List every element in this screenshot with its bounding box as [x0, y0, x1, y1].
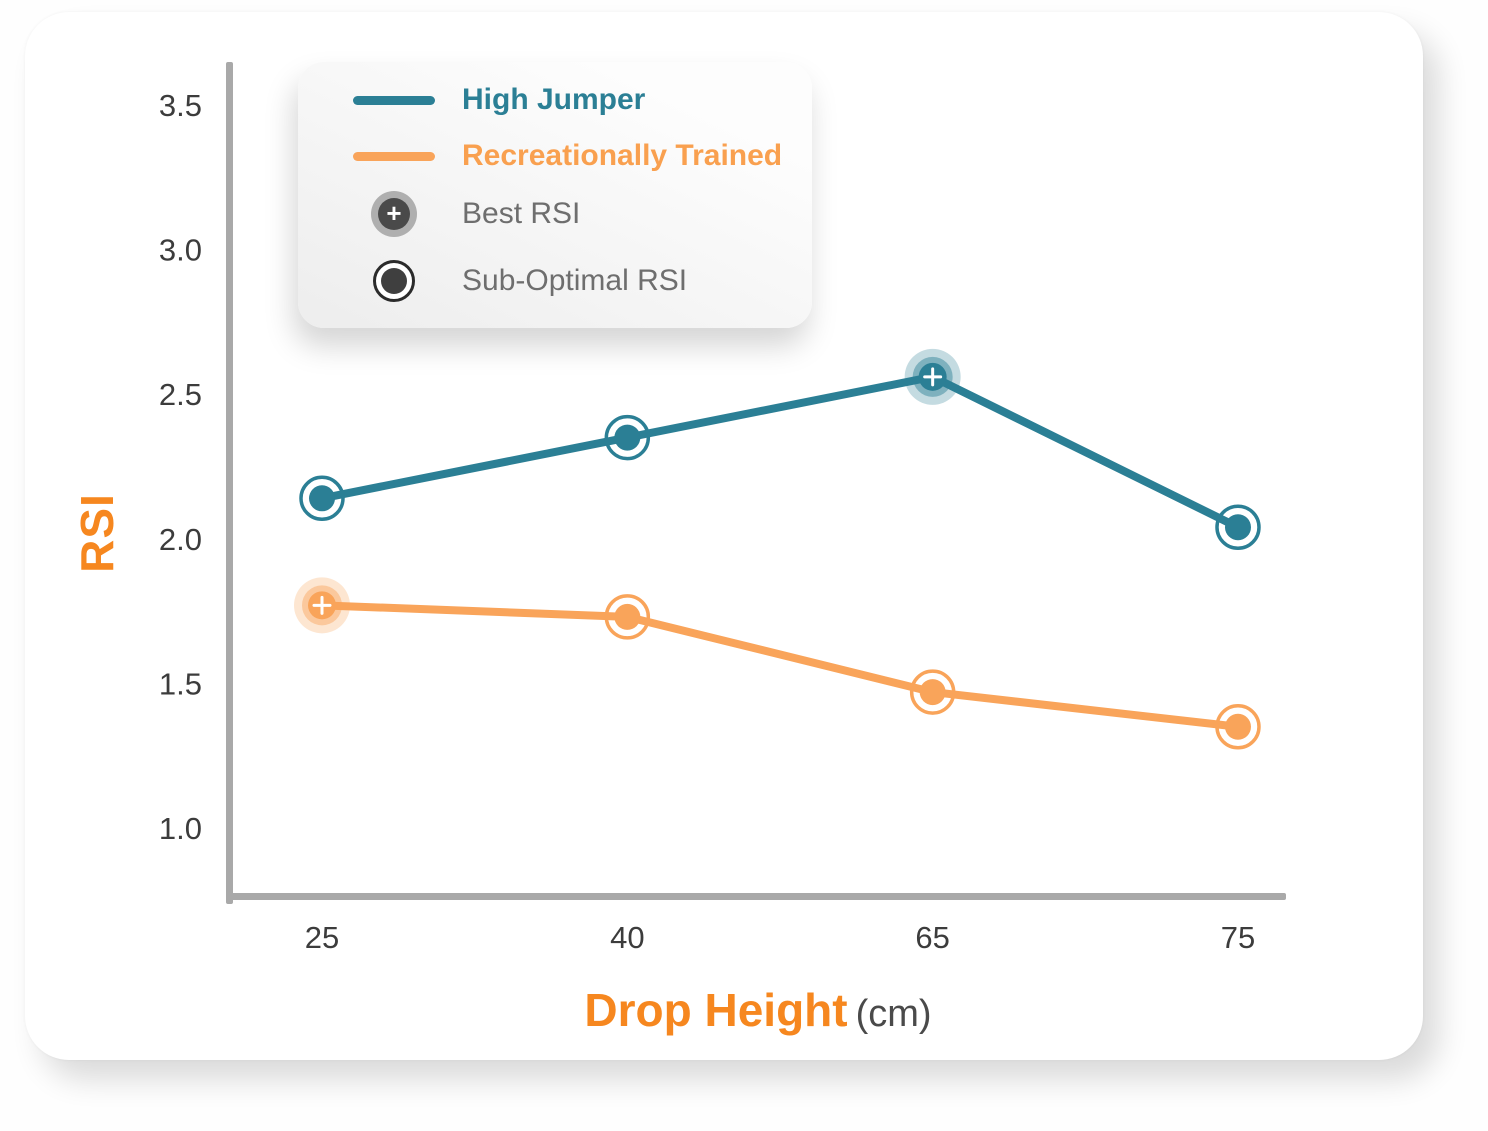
data-point-ring	[1215, 704, 1261, 750]
x-axis-title: Drop Height (cm)	[230, 983, 1286, 1037]
plus-icon	[312, 595, 332, 615]
best-rsi-marker-dot: +	[378, 198, 410, 230]
legend-label-sub-optimal-rsi: Sub-Optimal RSI	[462, 264, 688, 297]
best-rsi-marker-icon: +	[371, 191, 417, 237]
data-point-ring	[604, 414, 651, 461]
y-tick-label: 2.5	[159, 377, 202, 412]
legend-label-high-jumper: High Jumper	[462, 83, 646, 116]
x-axis-title-text: Drop Height	[584, 984, 848, 1036]
x-tick-label: 40	[610, 920, 644, 955]
data-point-suboptimal	[919, 679, 946, 706]
legend-item-sub-optimal-rsi: Sub-Optimal RSI	[326, 257, 687, 305]
x-axis-title-unit: (cm)	[855, 993, 932, 1035]
y-tick-label: 1.5	[159, 666, 202, 701]
sub-optimal-rsi-marker-dot	[381, 268, 407, 294]
data-point-ring	[604, 594, 651, 640]
recreationally-trained-line-swatch	[353, 151, 435, 161]
series-line-high-jumper	[318, 372, 1242, 532]
sub-optimal-rsi-marker-icon	[373, 260, 415, 302]
series-recreationally-trained	[294, 577, 1261, 750]
legend-key: +	[326, 191, 462, 237]
data-point-ring	[1215, 504, 1261, 550]
x-tick-label: 75	[1221, 920, 1255, 955]
legend-item-recreationally-trained: Recreationally Trained	[326, 132, 782, 180]
legend-key	[326, 260, 462, 302]
x-tick-label: 65	[915, 920, 949, 955]
y-tick-label: 3.5	[159, 88, 202, 123]
legend-key	[326, 95, 462, 105]
data-point-suboptimal	[614, 424, 641, 451]
series-line-recreationally-trained	[318, 601, 1242, 731]
data-point-suboptimal	[1224, 713, 1251, 740]
x-axis-line	[226, 893, 1286, 900]
y-axis-title: RSI	[71, 493, 123, 573]
y-tick-label: 2.0	[159, 522, 202, 557]
plus-icon: +	[386, 198, 402, 228]
data-point-ring	[909, 669, 956, 715]
legend-label-recreationally-trained: Recreationally Trained	[462, 139, 783, 172]
chart-legend: High Jumper Recreationally Trained + Bes…	[298, 62, 812, 328]
legend-key	[326, 151, 462, 161]
legend-label-best-rsi: Best RSI	[462, 197, 581, 230]
series-high-jumper	[299, 348, 1261, 550]
legend-item-high-jumper: High Jumper	[326, 76, 645, 124]
legend-item-best-rsi: + Best RSI	[326, 190, 580, 238]
high-jumper-line-swatch	[353, 95, 435, 105]
data-point-suboptimal	[1224, 514, 1251, 541]
plus-icon	[923, 367, 943, 387]
y-tick-label: 1.0	[159, 811, 202, 846]
data-point-ring	[299, 475, 345, 522]
data-point-suboptimal	[614, 603, 641, 630]
data-point-suboptimal	[309, 485, 335, 512]
y-axis-line	[226, 62, 233, 904]
y-tick-label: 3.0	[159, 233, 202, 268]
x-tick-label: 25	[305, 920, 339, 955]
